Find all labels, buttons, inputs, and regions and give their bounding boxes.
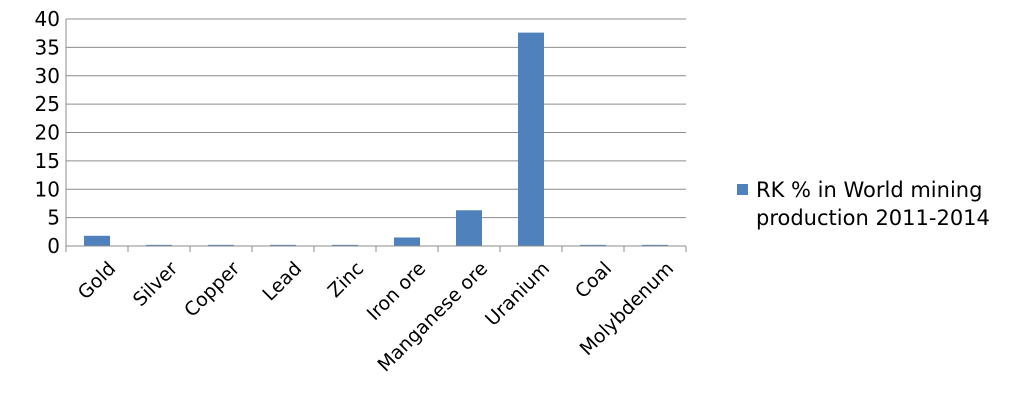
bar-uranium xyxy=(518,32,544,247)
x-tick-label: Silver xyxy=(129,257,182,310)
y-tick-label: 30 xyxy=(35,64,60,88)
y-tick-label: 25 xyxy=(35,92,60,116)
axes xyxy=(65,19,687,252)
y-tick-label: 0 xyxy=(47,234,60,258)
x-tick-label: Copper xyxy=(180,257,244,321)
x-tick-label: Uranium xyxy=(481,258,554,331)
bar-silver xyxy=(146,244,172,246)
y-tick-label: 35 xyxy=(35,35,60,59)
bars xyxy=(84,32,668,247)
legend-label-line1: RK % in World mining xyxy=(756,178,982,202)
y-tick-label: 40 xyxy=(35,7,60,31)
x-tick-label: Gold xyxy=(74,258,120,304)
x-tick-label: Coal xyxy=(571,258,616,303)
bar-molybdenum xyxy=(642,244,668,246)
bar-iron-ore xyxy=(394,237,420,246)
legend-swatch xyxy=(737,184,748,195)
legend-label-line2: production 2011-2014 xyxy=(756,206,990,230)
bar-copper xyxy=(208,244,234,246)
y-tick-label: 5 xyxy=(47,206,60,230)
x-tick-label: Lead xyxy=(258,258,306,306)
bar-lead xyxy=(270,244,296,246)
bar-manganese-ore xyxy=(456,210,482,246)
y-tick-label: 20 xyxy=(35,121,60,145)
bar-gold xyxy=(84,235,110,246)
y-tick-labels: 0 5 10 15 20 25 30 35 40 xyxy=(35,7,60,258)
y-tick-label: 10 xyxy=(35,177,60,201)
bar-coal xyxy=(580,244,606,246)
y-tick-label: 15 xyxy=(35,149,60,173)
gridlines xyxy=(66,18,686,219)
legend: RK % in World mining production 2011-201… xyxy=(737,178,990,230)
x-tick-label: Manganese ore xyxy=(373,258,492,377)
x-tick-label: Zinc xyxy=(324,258,368,302)
bar-zinc xyxy=(332,244,358,246)
